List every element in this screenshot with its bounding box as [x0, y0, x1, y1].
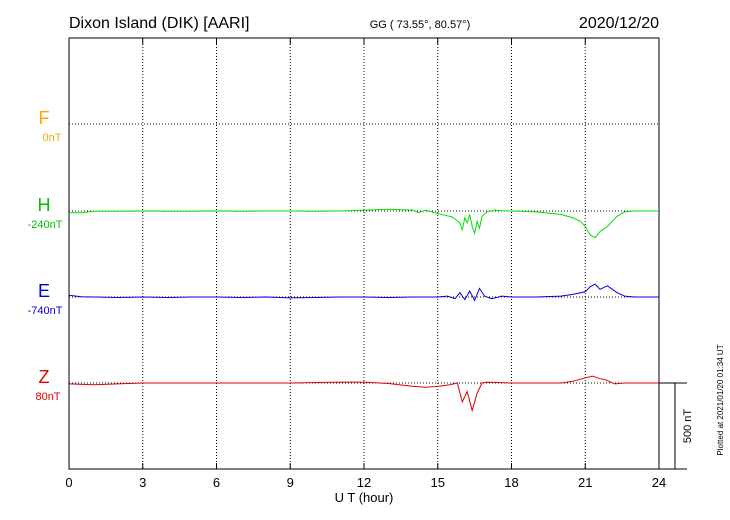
x-axis-ticks: 0 3 6 9 12 15 18 21 24 — [65, 38, 666, 490]
date-text: 2020/12/20 — [579, 15, 659, 32]
coords-text: GG ( 73.55°, 80.57°) — [370, 19, 471, 31]
offset-H: -240nT — [28, 219, 63, 231]
series-line-H — [69, 208, 659, 239]
station-title: Dixon Island (DIK) [AARI] — [69, 15, 250, 32]
x-tick-label-21: 21 — [578, 475, 592, 490]
x-tick-label-24: 24 — [652, 475, 666, 490]
label-F: F — [39, 108, 50, 128]
offset-Z: 80nT — [35, 391, 60, 403]
label-E: E — [38, 281, 50, 301]
x-tick-label-15: 15 — [431, 475, 445, 490]
offset-E: -740nT — [28, 305, 63, 317]
scale-bar — [659, 382, 687, 470]
label-Z: Z — [39, 367, 50, 387]
label-H: H — [38, 195, 51, 215]
series-line-Z — [68, 375, 659, 413]
x-tick-label-18: 18 — [504, 475, 518, 490]
scale-bar-label: 500 nT — [682, 409, 694, 444]
series-line-E — [68, 283, 659, 302]
x-tick-label-12: 12 — [357, 475, 371, 490]
x-tick-label-3: 3 — [139, 475, 146, 490]
x-axis-label: U T (hour) — [335, 490, 394, 505]
offset-F: 0nT — [43, 132, 62, 144]
grid-lines — [69, 38, 659, 469]
x-tick-label-9: 9 — [287, 475, 294, 490]
x-tick-label-6: 6 — [213, 475, 220, 490]
plotted-timestamp: Plotted at 2021/01/20 01:34 UT — [716, 344, 725, 455]
x-tick-label-0: 0 — [65, 475, 72, 490]
